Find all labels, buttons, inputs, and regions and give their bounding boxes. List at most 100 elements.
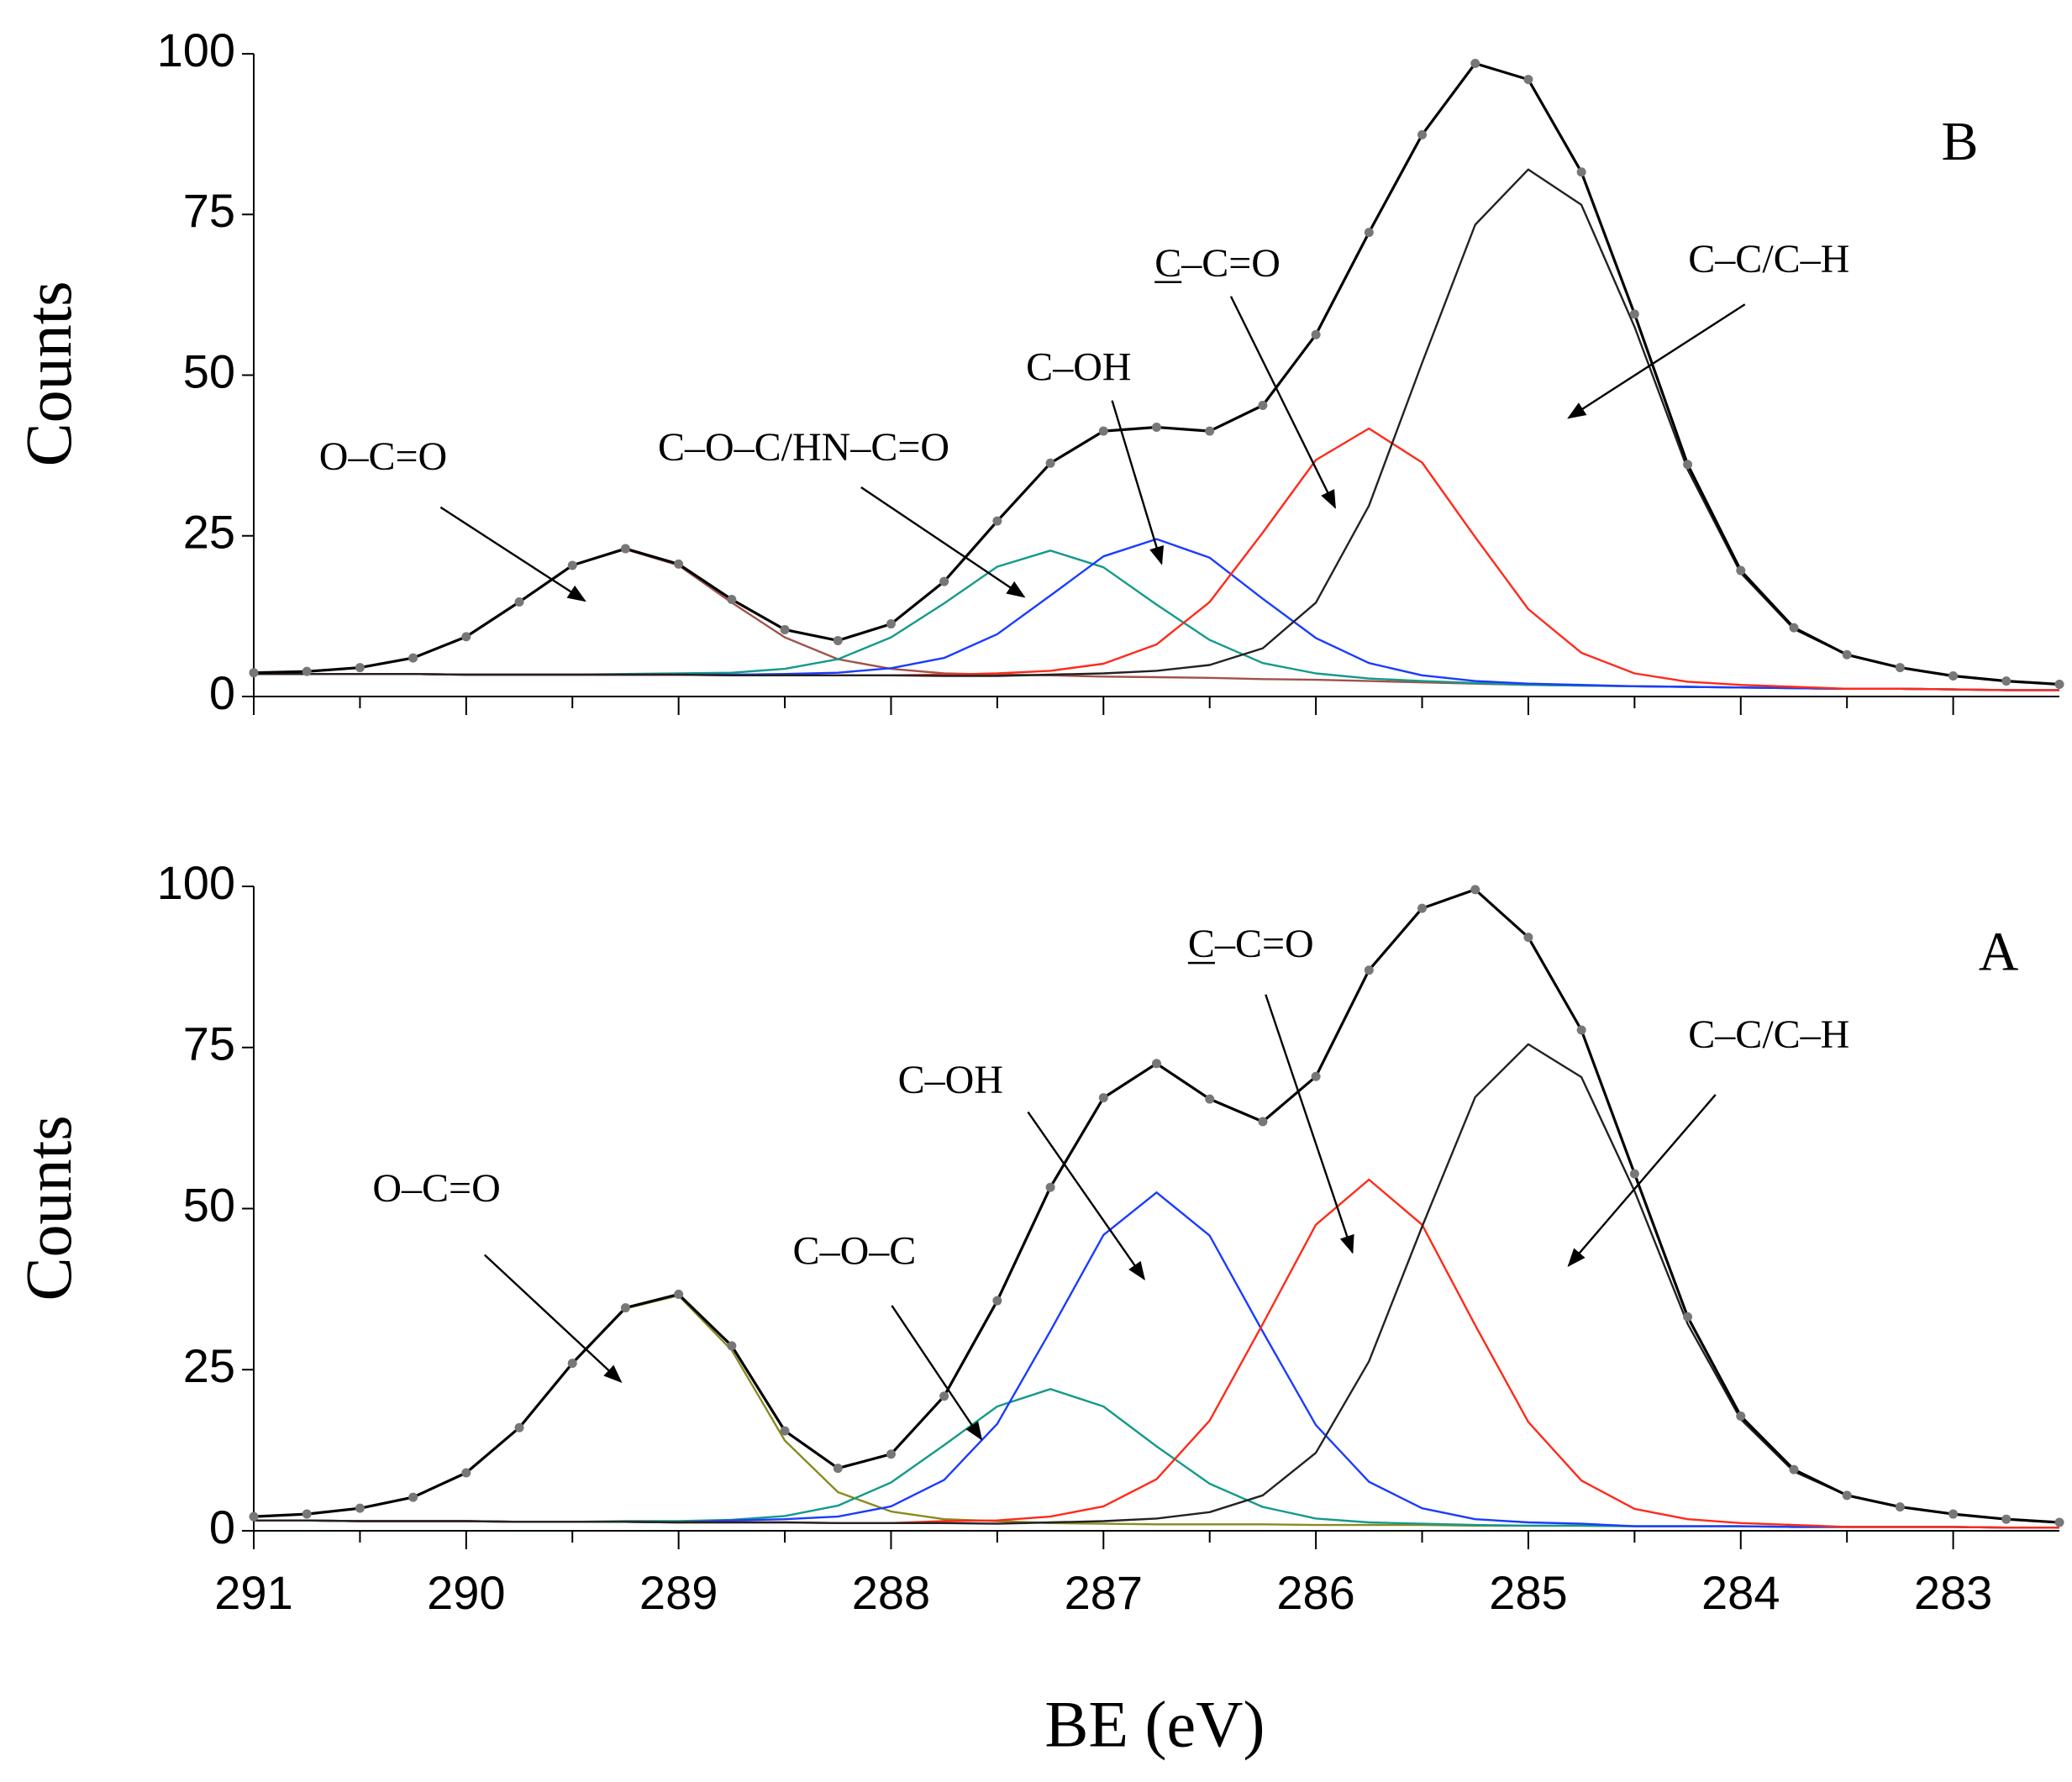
data-point (461, 632, 471, 642)
data-point (1736, 1411, 1746, 1421)
data-point (1470, 885, 1480, 895)
data-point (1364, 965, 1374, 975)
y-tick-label: 100 (157, 24, 235, 76)
data-point (1523, 933, 1533, 943)
panel-label: B (1942, 111, 1979, 172)
y-tick-label: 50 (183, 344, 235, 397)
data-point (1576, 167, 1586, 177)
data-point (461, 1468, 471, 1478)
data-point (1629, 1169, 1639, 1179)
data-point (1417, 903, 1428, 913)
data-point (780, 624, 790, 634)
data-point (1417, 129, 1428, 139)
data-point (1364, 228, 1374, 238)
data-point (1045, 1182, 1055, 1192)
panel-label: A (1979, 921, 2019, 982)
x-tick-label: 284 (1701, 1566, 1780, 1619)
data-point (1736, 565, 1746, 576)
annotation-arrow (891, 1305, 983, 1441)
data-point (2054, 1517, 2064, 1527)
data-point (1948, 671, 1959, 681)
data-point (514, 597, 524, 607)
data-point (1470, 58, 1480, 68)
annotation: C–C/C–H (1688, 1012, 1849, 1057)
data-point (1789, 1464, 1799, 1474)
data-point (780, 1426, 790, 1436)
data-point (567, 1359, 577, 1369)
data-point (1098, 1093, 1108, 1103)
annotation-arrow (483, 1254, 623, 1384)
data-point (1045, 458, 1055, 468)
data-point (302, 666, 312, 676)
y-axis-label: Counts (12, 1115, 85, 1301)
x-tick-label: 288 (852, 1566, 930, 1619)
data-point (2001, 1514, 2012, 1524)
data-point (727, 1341, 737, 1351)
data-point (1842, 649, 1852, 660)
data-point (886, 1449, 896, 1459)
y-axis-label: Counts (12, 281, 85, 466)
data-point (1152, 422, 1161, 432)
x-tick-label: 285 (1489, 1566, 1567, 1619)
data-point (1576, 1025, 1586, 1035)
data-point (886, 619, 896, 629)
y-tick-label: 50 (183, 1178, 235, 1231)
data-point (1152, 1059, 1161, 1069)
data-point (514, 1422, 524, 1432)
annotation: C–O–C (793, 1229, 917, 1274)
annotation-arrow (860, 486, 1026, 598)
data-point (674, 1290, 684, 1300)
data-point (1789, 623, 1799, 633)
y-tick-label: 0 (209, 1501, 235, 1553)
x-tick-label: 283 (1914, 1566, 1992, 1619)
annotation: C–O–C/HN–C=O (658, 425, 949, 470)
data-point (302, 1509, 312, 1519)
data-point (1311, 1071, 1321, 1081)
annotation: C–C=O (1154, 241, 1281, 286)
data-point (620, 1303, 630, 1313)
data-point (939, 1391, 949, 1401)
data-point (833, 1464, 843, 1474)
data-point (1842, 1490, 1852, 1501)
annotation: C–OH (1026, 345, 1131, 390)
annotation-arrow (1567, 1094, 1717, 1267)
y-tick-label: 75 (183, 184, 235, 237)
data-point (2001, 676, 2012, 686)
data-point (727, 594, 737, 604)
data-point (992, 516, 1002, 526)
series-line (254, 1043, 2060, 1525)
data-point (567, 560, 577, 570)
data-point (1098, 426, 1108, 436)
data-point (1523, 75, 1533, 85)
data-point (1258, 400, 1268, 410)
data-point (833, 635, 843, 645)
data-point (1258, 1117, 1268, 1127)
x-tick-label: 291 (214, 1566, 292, 1619)
data-point (939, 576, 949, 586)
data-point (355, 1503, 365, 1513)
x-axis-label: BE (eV) (1044, 1688, 1265, 1761)
data-point (674, 559, 684, 569)
data-point (620, 544, 630, 554)
data-point (408, 1492, 418, 1502)
y-tick-label: 25 (183, 506, 235, 559)
data-point (1205, 1094, 1215, 1104)
annotation: O–C=O (372, 1166, 500, 1211)
annotation: C–C/C–H (1688, 237, 1849, 281)
y-tick-label: 75 (183, 1017, 235, 1070)
annotation-arrow (1229, 296, 1336, 509)
data-point (1311, 329, 1321, 339)
data-point (1895, 1502, 1905, 1512)
data-point (2054, 679, 2064, 689)
data-point (249, 668, 259, 678)
data-point (1629, 309, 1639, 319)
annotation-arrow (1027, 1111, 1145, 1280)
annotation-arrow (439, 506, 586, 602)
y-tick-label: 100 (157, 856, 235, 909)
data-point (408, 653, 418, 663)
y-tick-label: 0 (209, 666, 235, 719)
data-point (355, 663, 365, 673)
data-point (1683, 1312, 1693, 1322)
